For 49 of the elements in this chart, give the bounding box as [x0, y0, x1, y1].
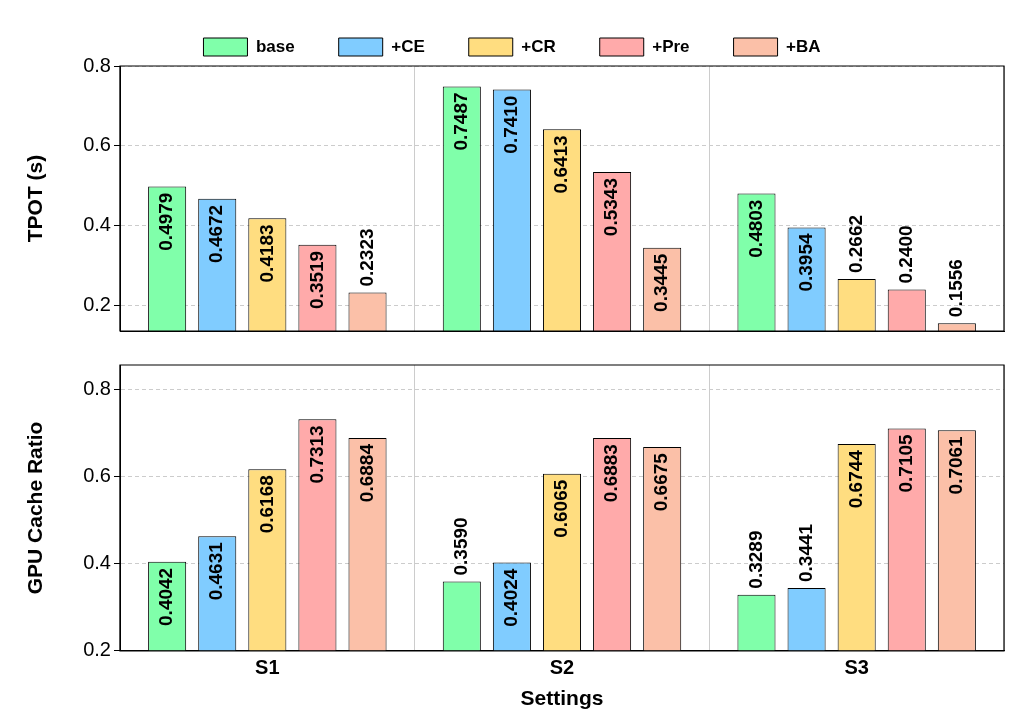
data-label: 0.4024: [500, 568, 522, 627]
y-tick-label: 0.4: [83, 551, 111, 574]
y-tick-label: 0.2: [83, 638, 111, 661]
legend-label: +CR: [521, 36, 556, 56]
data-label: 0.3519: [305, 250, 327, 309]
data-label: 0.6744: [844, 449, 866, 509]
data-label: 0.6675: [650, 452, 672, 512]
data-label: 0.6413: [550, 135, 572, 194]
data-label: 0.5343: [600, 178, 622, 237]
data-label: 0.4631: [205, 541, 227, 601]
y-tick-label: 0.6: [83, 133, 111, 156]
legend-label: +Pre: [652, 36, 690, 56]
legend-label: +BA: [786, 36, 821, 56]
data-label: 0.3445: [650, 253, 672, 312]
data-label: 0.7061: [945, 435, 967, 495]
data-label: 0.7313: [305, 425, 327, 484]
data-label: 0.4042: [155, 567, 177, 626]
data-label: 0.3441: [794, 523, 816, 583]
data-label: 0.3590: [450, 517, 472, 576]
data-label: 0.7410: [500, 95, 522, 154]
data-label: 0.7487: [450, 92, 472, 151]
data-label: 0.3954: [794, 233, 816, 292]
y-tick-label: 0.6: [83, 464, 111, 487]
data-label: 0.6883: [600, 444, 622, 503]
y-axis-title: GPU Cache Ratio: [23, 421, 47, 595]
y-tick-label: 0.4: [83, 213, 111, 236]
y-tick-label: 0.8: [83, 53, 111, 76]
data-label: 0.7105: [894, 433, 916, 493]
data-label: 0.6884: [355, 443, 377, 503]
data-label: 0.4183: [255, 224, 277, 283]
y-axis-title: TPOT (s): [23, 154, 47, 243]
y-tick-label: 0.8: [83, 376, 111, 399]
data-label: 0.4979: [155, 192, 177, 251]
legend-label: base: [255, 36, 295, 56]
x-tick-label: S1: [255, 656, 280, 679]
x-tick-label: S3: [844, 656, 869, 679]
data-label: 0.2400: [894, 225, 916, 284]
data-label: 0.4672: [205, 204, 227, 263]
x-tick-label: S2: [549, 656, 575, 679]
data-label: 0.6065: [550, 479, 572, 538]
y-tick-label: 0.2: [83, 292, 111, 315]
data-label: 0.1556: [945, 259, 967, 318]
data-label: 0.6168: [255, 475, 277, 534]
data-label: 0.4803: [744, 199, 766, 258]
data-label: 0.2662: [844, 214, 866, 274]
data-label: 0.3289: [744, 530, 766, 589]
x-axis-title: Settings: [520, 686, 604, 710]
data-label: 0.2323: [355, 228, 377, 287]
legend-label: +CE: [391, 36, 425, 56]
